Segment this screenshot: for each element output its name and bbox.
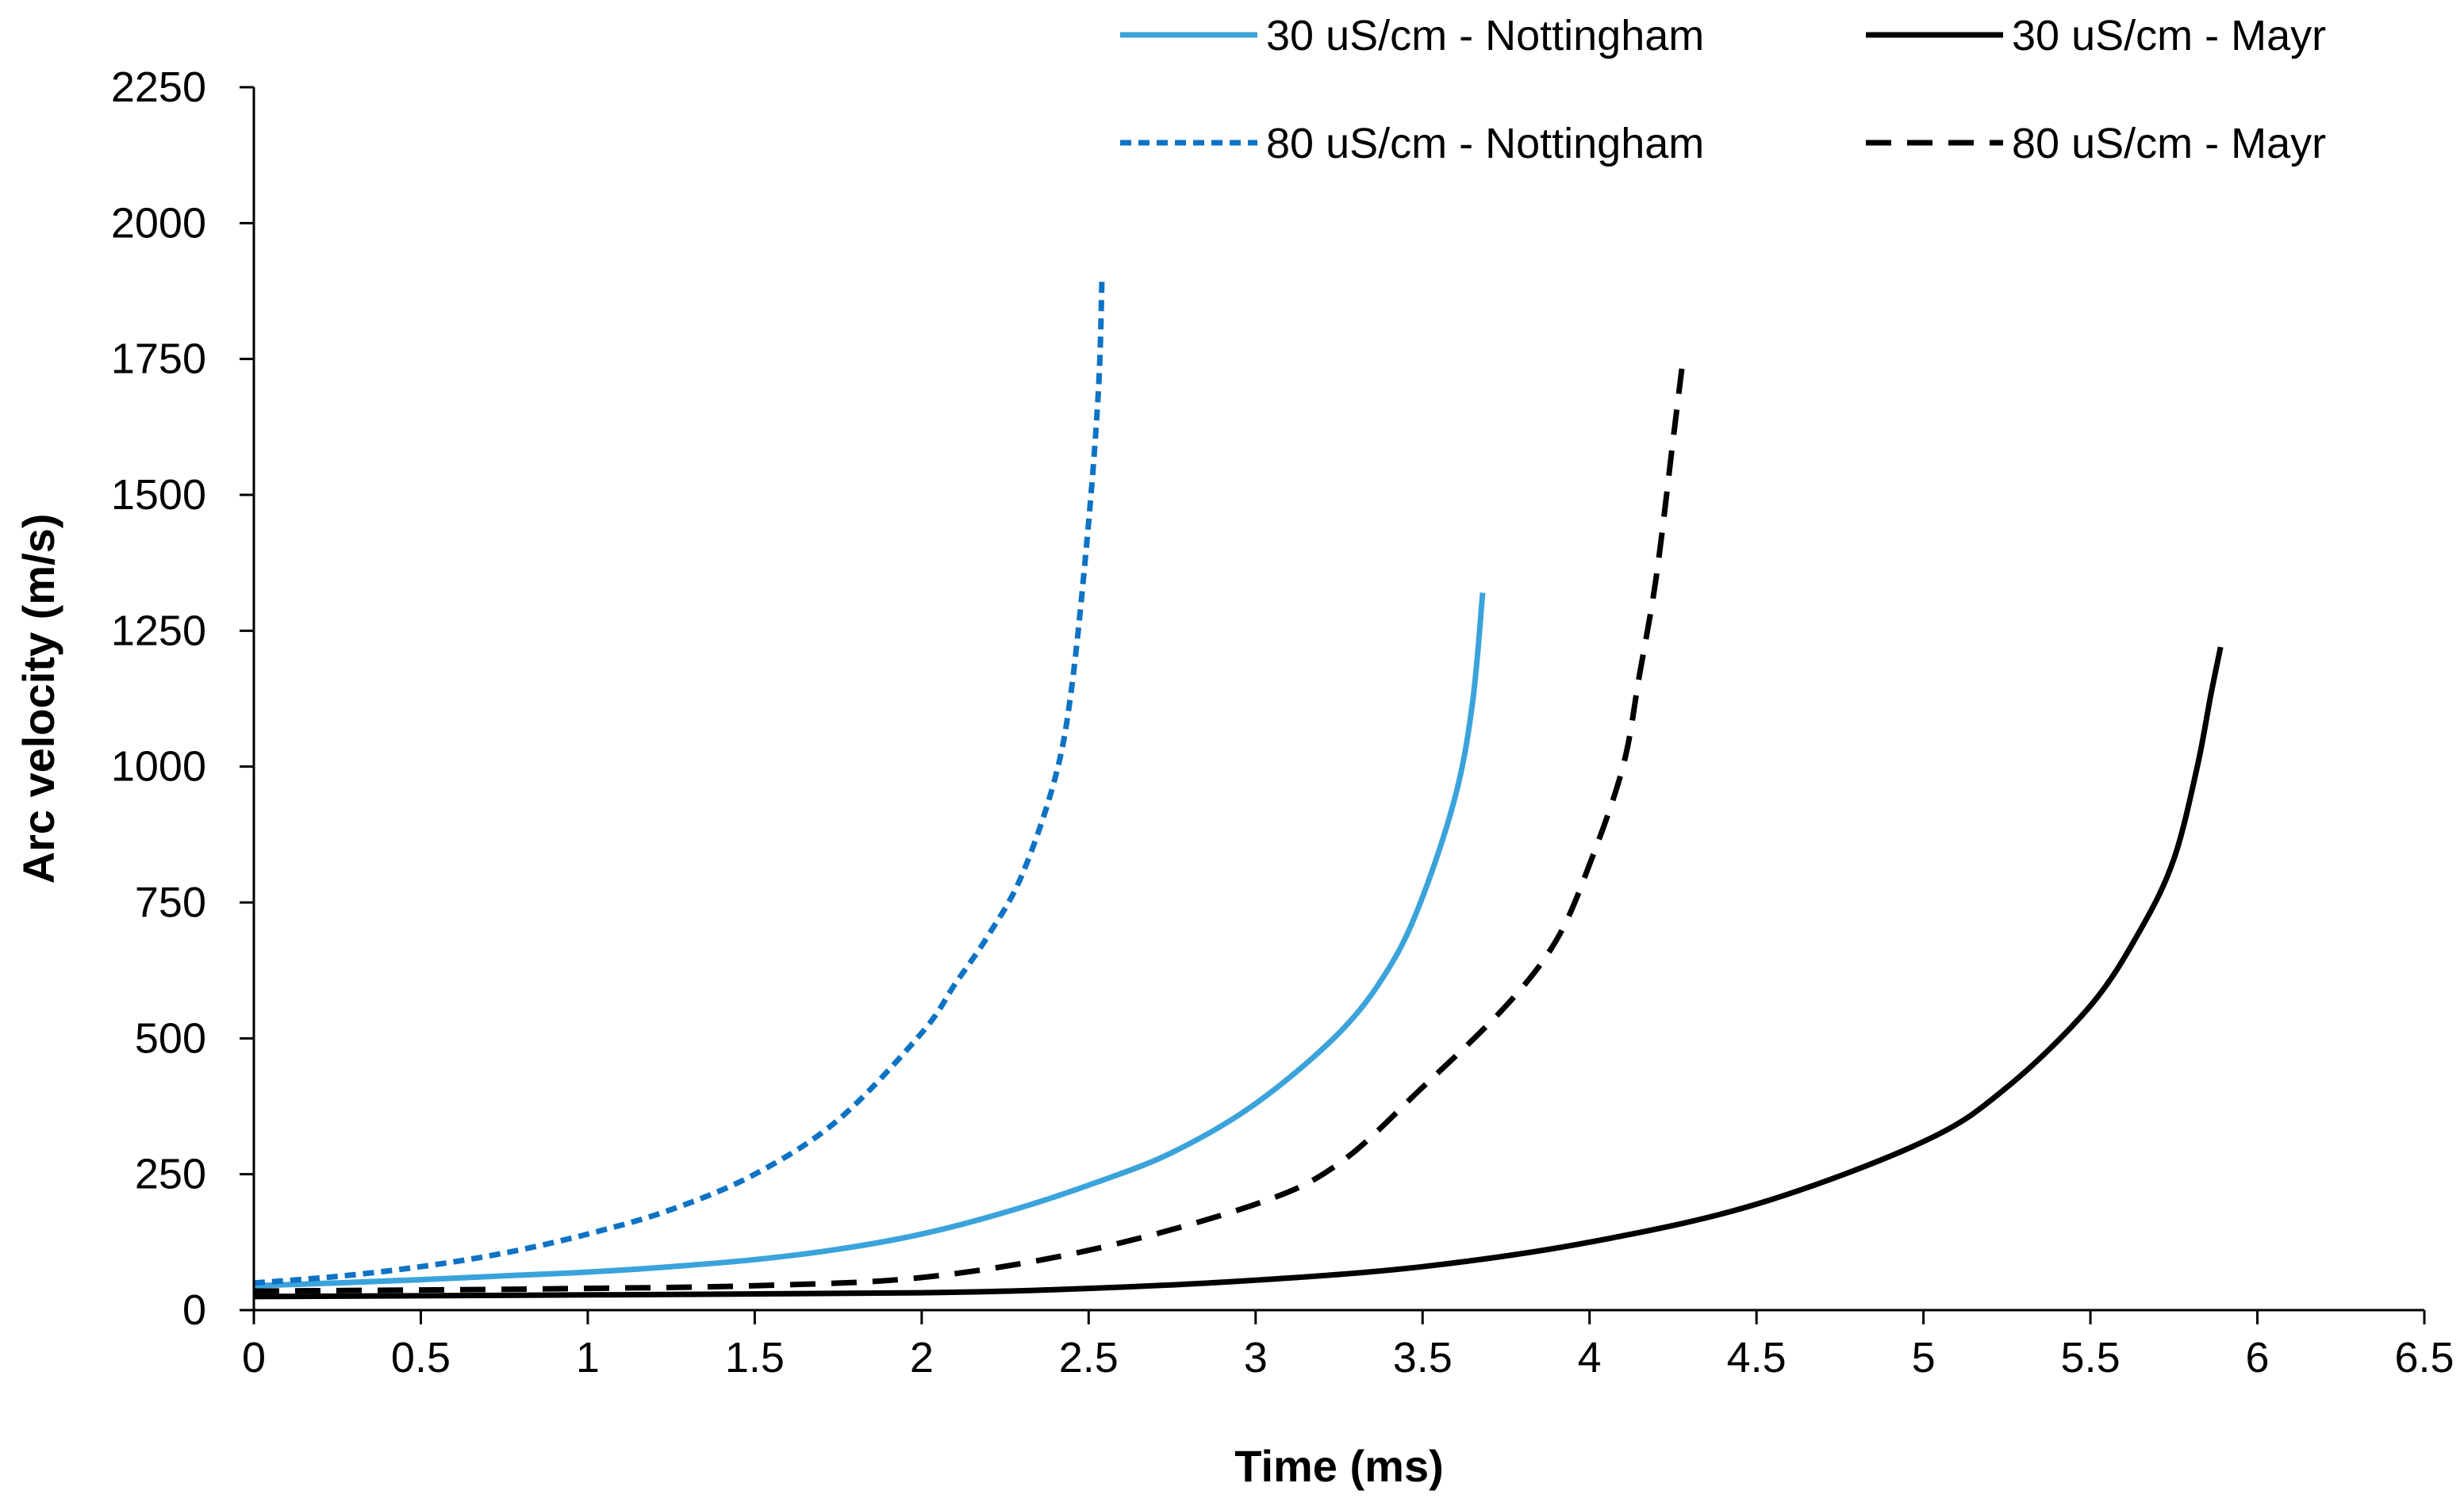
y-axis-title: Arc velocity (m/s) bbox=[13, 514, 63, 884]
x-tick-label: 3 bbox=[1244, 1334, 1268, 1381]
legend-label: 30 uS/cm - Nottingham bbox=[1266, 12, 1704, 59]
x-tick-label: 4.5 bbox=[1727, 1334, 1787, 1381]
x-axis-title: Time (ms) bbox=[1234, 1441, 1443, 1491]
x-tick-label: 4 bbox=[1578, 1334, 1602, 1381]
y-tick-label: 1000 bbox=[111, 743, 206, 791]
x-tick-label: 3.5 bbox=[1393, 1334, 1453, 1381]
series-line-3 bbox=[253, 646, 2224, 1300]
series-line-1 bbox=[253, 592, 1486, 1289]
x-tick-label: 1.5 bbox=[725, 1334, 785, 1381]
x-tick-label: 5.5 bbox=[2061, 1334, 2120, 1381]
series-line-2 bbox=[253, 277, 1105, 1286]
x-tick-label: 1 bbox=[576, 1334, 600, 1381]
legend-label: 30 uS/cm - Mayr bbox=[2012, 12, 2326, 59]
x-tick-label: 6.5 bbox=[2394, 1334, 2454, 1381]
x-tick-label: 2.5 bbox=[1059, 1334, 1119, 1381]
series-line-4 bbox=[253, 358, 1687, 1294]
x-tick-label: 0.5 bbox=[391, 1334, 451, 1381]
legend-label: 80 uS/cm - Nottingham bbox=[1266, 120, 1704, 167]
x-tick-label: 2 bbox=[910, 1334, 934, 1381]
y-tick-label: 750 bbox=[135, 879, 206, 926]
x-tick-label: 0 bbox=[242, 1334, 266, 1381]
x-tick-label: 5 bbox=[1912, 1334, 1936, 1381]
y-tick-label: 500 bbox=[135, 1014, 206, 1062]
y-tick-label: 2000 bbox=[111, 199, 206, 247]
y-tick-label: 0 bbox=[182, 1286, 206, 1334]
ticks: 0 0.5 1 1.5 2 2.5 3 3.5 4 4.5 5 5.5 6 6.5 0 250 500 750 10… bbox=[111, 63, 2454, 1381]
legend: 30 uS/cm - Nottingham 80 uS/cm - Nottingh… bbox=[1120, 12, 2326, 167]
legend-label: 80 uS/cm - Mayr bbox=[2012, 120, 2326, 167]
axes bbox=[252, 87, 2424, 1312]
y-tick-label: 250 bbox=[135, 1151, 206, 1198]
y-tick-label: 2250 bbox=[111, 63, 206, 111]
plot-lines bbox=[253, 277, 2224, 1300]
y-tick-label: 1750 bbox=[111, 335, 206, 383]
x-tick-label: 6 bbox=[2246, 1334, 2270, 1381]
y-tick-label: 1250 bbox=[111, 607, 206, 654]
y-tick-label: 1500 bbox=[111, 471, 206, 519]
